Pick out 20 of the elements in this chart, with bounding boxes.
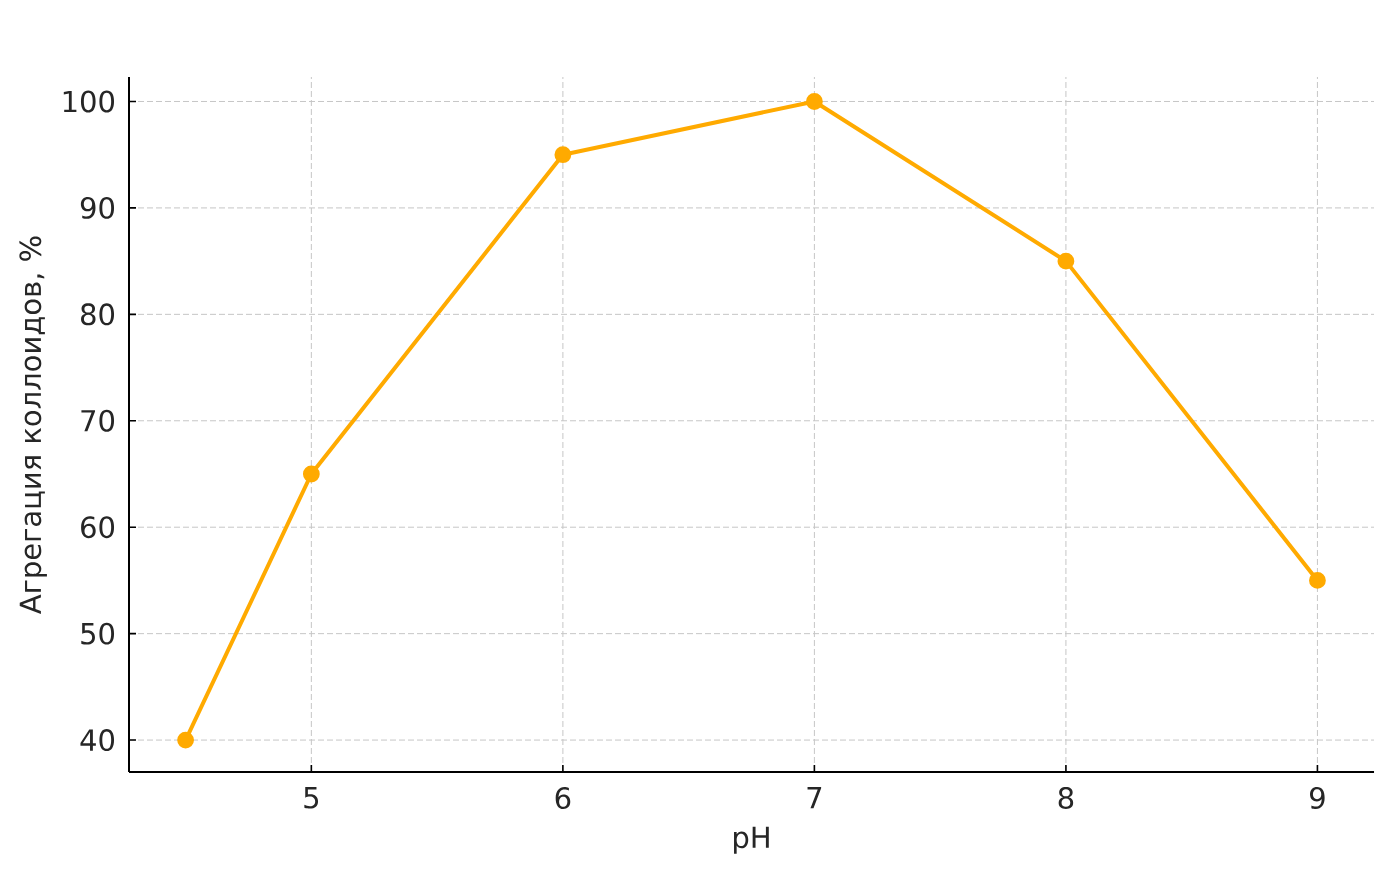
y-tick-label: 70 — [81, 409, 115, 432]
y-tick-label: 100 — [63, 90, 115, 113]
point — [177, 731, 194, 749]
y-tick-label: 50 — [81, 622, 115, 645]
x-tick-label: 7 — [807, 787, 822, 809]
point — [302, 465, 320, 483]
y-tick-label: 60 — [81, 516, 115, 539]
x-tick-label: 5 — [304, 787, 319, 809]
x-axis-title: pH — [734, 826, 769, 854]
point — [805, 93, 823, 110]
y-axis-title: Агрегация коллоидов, % — [19, 236, 47, 614]
x-tick-label: 9 — [1310, 787, 1325, 809]
y-tick-label: 80 — [81, 303, 115, 326]
y-tick-label: 40 — [80, 729, 115, 752]
point — [554, 146, 572, 164]
point — [1309, 572, 1326, 589]
y-tick-label: 90 — [80, 196, 115, 219]
x-tick-label: 6 — [555, 787, 571, 809]
point — [1057, 252, 1075, 270]
x-tick-label: 8 — [1058, 787, 1074, 809]
